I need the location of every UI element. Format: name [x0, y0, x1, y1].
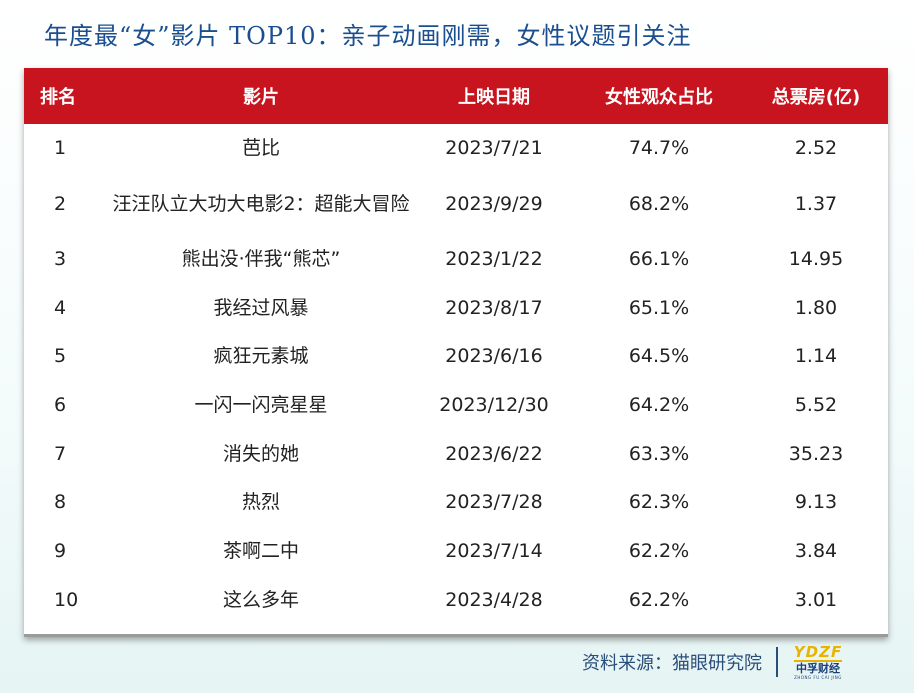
- female-share-cell: 65.1%: [628, 296, 690, 319]
- table-row: 5 疯狂元素城 2023/6/16 64.5% 1.14: [24, 332, 888, 381]
- box-office-cell: 9.13: [794, 491, 838, 514]
- column-header-female-share: 女性观众占比: [605, 87, 713, 108]
- release-date-cell: 2023/7/14: [445, 540, 543, 563]
- box-office-cell: 5.52: [794, 394, 838, 417]
- column-header-box-office: 总票房(亿): [771, 87, 861, 108]
- footer: 资料来源：猫眼研究院 YDZF 中孚财经 ZHONG FU CAI JING: [582, 644, 848, 680]
- release-date-cell: 2023/6/22: [445, 442, 543, 465]
- rank-cell: 8: [54, 491, 67, 514]
- rank-cell: 4: [54, 296, 67, 319]
- table-header-row: 排名 影片 上映日期 女性观众占比 总票房(亿): [24, 68, 888, 124]
- film-title-cell: 热烈: [241, 491, 280, 514]
- female-share-cell: 64.2%: [628, 394, 690, 417]
- female-share-cell: 74.7%: [628, 137, 690, 160]
- rank-cell: 2: [54, 192, 67, 215]
- column-header-release-date: 上映日期: [458, 87, 530, 108]
- female-share-cell: 63.3%: [628, 442, 690, 465]
- box-office-cell: 3.84: [794, 540, 838, 563]
- box-office-cell: 2.52: [794, 137, 838, 160]
- table-row: 10 这么多年 2023/4/28 62.2% 3.01: [24, 576, 888, 625]
- film-title-cell: 熊出没·伴我“熊芯”: [181, 248, 341, 271]
- box-office-cell: 1.37: [794, 192, 838, 215]
- film-title-cell: 茶啊二中: [222, 540, 299, 563]
- female-share-cell: 62.3%: [628, 491, 690, 514]
- footer-divider: [776, 647, 778, 677]
- rank-cell: 1: [54, 137, 67, 160]
- source-note: 资料来源：猫眼研究院: [582, 653, 762, 674]
- female-share-cell: 68.2%: [628, 192, 690, 215]
- film-title-cell: 我经过风暴: [213, 296, 309, 319]
- rank-cell: 7: [54, 442, 67, 465]
- release-date-cell: 2023/9/29: [445, 192, 543, 215]
- column-header-film: 影片: [243, 87, 279, 108]
- column-header-rank: 排名: [40, 87, 76, 108]
- rank-cell: 5: [54, 345, 67, 368]
- female-share-cell: 62.2%: [628, 588, 690, 611]
- rank-cell: 6: [54, 394, 67, 417]
- table-body: 1 芭比 2023/7/21 74.7% 2.52 2 汪汪队立大功大电影2：超能大冒险 20…: [24, 124, 888, 624]
- release-date-cell: 2023/7/21: [445, 137, 543, 160]
- page-title: 年度最“女”影片 TOP10：亲子动画刚需，女性议题引关注: [44, 22, 692, 50]
- table-row: 4 我经过风暴 2023/8/17 65.1% 1.80: [24, 283, 888, 332]
- rank-cell: 10: [54, 588, 79, 611]
- female-share-cell: 66.1%: [628, 248, 690, 271]
- film-title-cell: 芭比: [241, 137, 280, 160]
- film-title-cell: 一闪一闪亮星星: [194, 394, 328, 417]
- table-row: 3 熊出没·伴我“熊芯” 2023/1/22 66.1% 14.95: [24, 235, 888, 284]
- release-date-cell: 2023/6/16: [445, 345, 543, 368]
- female-share-cell: 62.2%: [628, 540, 690, 563]
- film-title-cell: 消失的她: [222, 442, 299, 465]
- release-date-cell: 2023/1/22: [445, 248, 543, 271]
- release-date-cell: 2023/7/28: [445, 491, 543, 514]
- brand-logo: YDZF 中孚财经 ZHONG FU CAI JING: [788, 644, 848, 680]
- female-share-cell: 64.5%: [628, 345, 690, 368]
- rank-cell: 3: [54, 248, 67, 271]
- box-office-cell: 1.80: [794, 296, 838, 319]
- logo-english-name: ZHONG FU CAI JING: [794, 675, 842, 680]
- box-office-cell: 1.14: [794, 345, 838, 368]
- table-row: 8 热烈 2023/7/28 62.3% 9.13: [24, 478, 888, 527]
- logo-chinese-name: 中孚财经: [796, 662, 840, 675]
- table-row: 9 茶啊二中 2023/7/14 62.2% 3.84: [24, 527, 888, 576]
- rank-cell: 9: [54, 540, 67, 563]
- table-row: 6 一闪一闪亮星星 2023/12/30 64.2% 5.52: [24, 381, 888, 430]
- release-date-cell: 2023/4/28: [445, 588, 543, 611]
- logo-mark: YDZF: [793, 643, 843, 662]
- film-title-cell: 疯狂元素城: [213, 345, 309, 368]
- ranking-table: 排名 影片 上映日期 女性观众占比 总票房(亿) 1 芭比 2023/7/21 74.…: [24, 68, 888, 624]
- table-row: 7 消失的她 2023/6/22 63.3% 35.23: [24, 429, 888, 478]
- ranking-table-container: 排名 影片 上映日期 女性观众占比 总票房(亿) 1 芭比 2023/7/21 74.…: [24, 68, 888, 637]
- box-office-cell: 35.23: [788, 442, 844, 465]
- box-office-cell: 3.01: [794, 588, 838, 611]
- film-title-cell: 汪汪队立大功大电影2：超能大冒险: [112, 192, 410, 215]
- film-title-cell: 这么多年: [222, 588, 299, 611]
- release-date-cell: 2023/8/17: [445, 296, 543, 319]
- box-office-cell: 14.95: [788, 248, 844, 271]
- release-date-cell: 2023/12/30: [439, 394, 549, 417]
- table-row: 2 汪汪队立大功大电影2：超能大冒险 2023/9/29 68.2% 1.37: [24, 173, 888, 235]
- table-row: 1 芭比 2023/7/21 74.7% 2.52: [24, 124, 888, 173]
